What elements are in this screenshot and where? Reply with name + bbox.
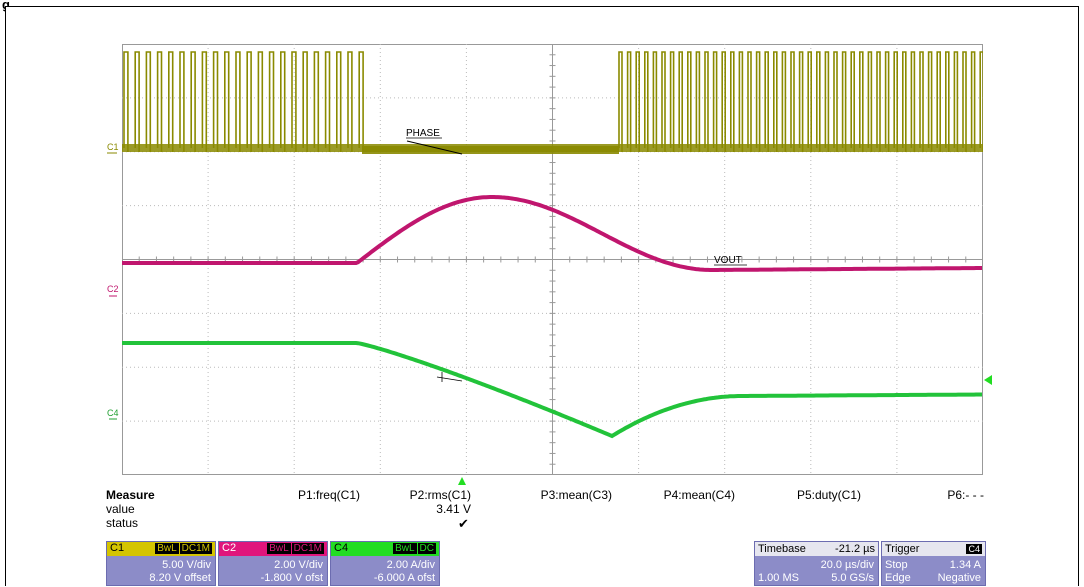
phase-label: PHASE [406,128,440,139]
measure-panel: Measure value status P1:freq(C1) P2:rms(… [106,488,986,540]
measure-param-p2[interactable]: P2:rms(C1) [409,488,471,502]
c4-tick [109,418,117,420]
channel-header-c1: C1 BwL DC1M [107,542,215,556]
trigger-box[interactable]: Trigger C4 Stop 1.34 A Edge Negative [881,541,986,586]
c4-cursor-mark [436,376,463,382]
c4-marker: C4 [107,408,119,418]
c2-marker: C2 [107,284,119,294]
trigger-mode: Stop [885,559,908,571]
coupling-tag: DC1M [179,543,212,554]
channel-scale: 2.00 A/div [386,559,435,571]
channel-box-c4[interactable]: C4 BwL DC 2.00 A/div -6.000 A ofst [330,541,440,586]
channel-box-c2[interactable]: C2 BwL DC1M 2.00 V/div -1.800 V ofst [218,541,328,586]
channel-ticks [107,152,117,297]
channel-box-c1[interactable]: C1 BwL DC1M 5.00 V/div 8.20 V offset [106,541,216,586]
timebase-rate: 5.0 GS/s [831,572,874,584]
trigger-type: Edge [885,572,911,584]
measure-param-p5[interactable]: P5:duty(C1) [796,488,861,502]
waveform-display: PHASE VOUT [122,44,983,475]
trigger-position-icon[interactable] [457,476,467,486]
coupling-tag: DC1M [291,543,324,554]
channel-offset: -1.800 V ofst [260,572,323,584]
measure-param-p6[interactable]: P6:- - - [947,488,984,502]
bandwidth-tag: BwL [155,543,179,554]
channel-tags: BwL DC1M [267,543,324,554]
waveform-svg: PHASE VOUT [122,44,983,475]
coupling-tag: DC [417,543,436,554]
channel-header-c4: C4 BwL DC [331,542,439,556]
measure-title: Measure [106,488,155,502]
channel-scale: 5.00 V/div [162,559,211,571]
channel-scale: 2.00 V/div [274,559,323,571]
channel-name: C4 [334,542,349,554]
measure-status-check-icon: ✔ [458,516,469,531]
trigger-level-icon[interactable] [983,374,993,386]
c4-current-trace [122,341,982,439]
channel-name: C1 [110,542,125,554]
trigger-slope: Negative [937,572,981,584]
channel-tags: BwL DC [393,543,436,554]
channel-offset: 8.20 V offset [149,572,211,584]
bandwidth-tag: BwL [267,543,291,554]
measure-param-p4[interactable]: P4:mean(C4) [663,488,735,502]
c2-vout-trace [122,195,982,272]
c1-marker: C1 [107,142,119,152]
bandwidth-tag: BwL [393,543,417,554]
measure-param-p1[interactable]: P1:freq(C1) [297,488,360,502]
c1-pulse-train-right [618,51,983,152]
timebase-box[interactable]: Timebase -21.2 µs 20.0 µs/div 1.00 MS 5.… [754,541,879,586]
channel-tags: BwL DC1M [155,543,212,554]
measure-value-label: value [106,502,135,516]
c1-idle-band [362,146,619,154]
vout-label: VOUT [714,255,742,266]
measure-value-p2: 3.41 V [436,502,471,516]
timebase-scale: 20.0 µs/div [820,559,874,571]
trigger-source: C4 [966,544,982,554]
timebase-memory: 1.00 MS [758,572,799,584]
timebase-label: Timebase [758,543,806,555]
measure-param-p3[interactable]: P3:mean(C3) [540,488,612,502]
timebase-header: Timebase -21.2 µs [755,542,878,556]
channel-header-c2: C2 BwL DC1M [219,542,327,556]
measure-status-label: status [106,516,139,530]
channel-name: C2 [222,542,237,554]
trigger-level: 1.34 A [949,559,981,571]
trigger-header: Trigger C4 [882,542,985,556]
timebase-delay: -21.2 µs [835,543,875,555]
channel-offset: -6.000 A ofst [373,572,435,584]
c1-pulse-train-left [123,51,364,152]
trigger-label: Trigger [885,543,920,555]
phase-label-leader [406,140,463,155]
